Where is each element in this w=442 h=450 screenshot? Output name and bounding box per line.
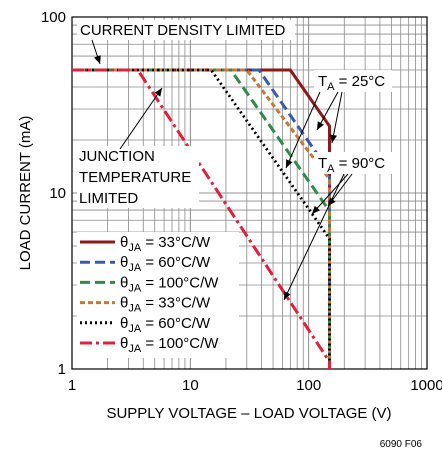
junction-label-line1: JUNCTION: [79, 148, 155, 165]
y-axis-title: LOAD CURRENT (mA): [17, 116, 34, 271]
junction-label-line2: TEMPERATURE: [79, 169, 191, 186]
legend-label-3: θJA = 100°C/W: [120, 274, 219, 294]
series-layer: [72, 68, 331, 369]
annotation-arrows: [91, 39, 353, 301]
arrow-ta25-3-head: [286, 159, 293, 168]
arrow-junction: [119, 87, 163, 150]
arrow-ta25-1-head: [317, 121, 324, 130]
legend-label-6: θJA = 100°C/W: [120, 335, 219, 355]
legend-bg: [77, 232, 239, 358]
series-line-6: [72, 68, 331, 369]
y-tick-label: 100: [41, 9, 66, 26]
legend-label-5: θJA = 60°C/W: [120, 315, 211, 335]
x-axis-title: SUPPLY VOLTAGE – LOAD VOLTAGE (V): [106, 405, 391, 422]
x-tick-label: 1000: [410, 377, 442, 394]
x-tick-label: 100: [296, 377, 321, 394]
arrow-ta25-3: [285, 91, 321, 169]
y-tick-label: 1: [58, 361, 66, 378]
y-tick-label: 10: [49, 185, 66, 202]
x-tick-label: 10: [182, 377, 199, 394]
ta90-bg: [314, 152, 396, 174]
junction-bg: [77, 146, 199, 208]
arrow-ta90-3-head: [284, 291, 291, 300]
legend-label-1: θJA = 33°C/W: [120, 234, 211, 254]
ta25-bg: [314, 70, 392, 92]
current-density-label: CURRENT DENSITY LIMITED: [80, 22, 285, 39]
arrow-current-density-head: [94, 55, 101, 64]
arrow-ta90-3: [283, 173, 345, 301]
junction-label-line3: LIMITED: [79, 190, 138, 207]
ta90-label: TA = 90°C: [318, 155, 385, 175]
ta25-label: TA = 25°C: [318, 73, 385, 93]
grid-lines: [71, 16, 428, 370]
arrow-ta25-2: [331, 91, 343, 144]
legend-label-4: θJA = 33°C/W: [120, 295, 211, 315]
plot-frame: [71, 16, 428, 370]
legend-label-2: θJA = 60°C/W: [120, 254, 211, 274]
arrow-ta90-1-head: [312, 205, 320, 214]
series-line-5: [72, 68, 331, 369]
current-density-bg: [77, 20, 295, 40]
series-line-4: [72, 68, 331, 369]
figure-id: 6090 F06: [380, 439, 423, 450]
arrow-ta90-1: [311, 173, 349, 215]
arrow-ta25-2-head: [330, 134, 337, 143]
arrow-junction-head: [154, 88, 162, 97]
x-tick-label: 1: [68, 377, 76, 394]
tick-labels: 1 10 100 1000 1 10 100: [41, 9, 442, 394]
